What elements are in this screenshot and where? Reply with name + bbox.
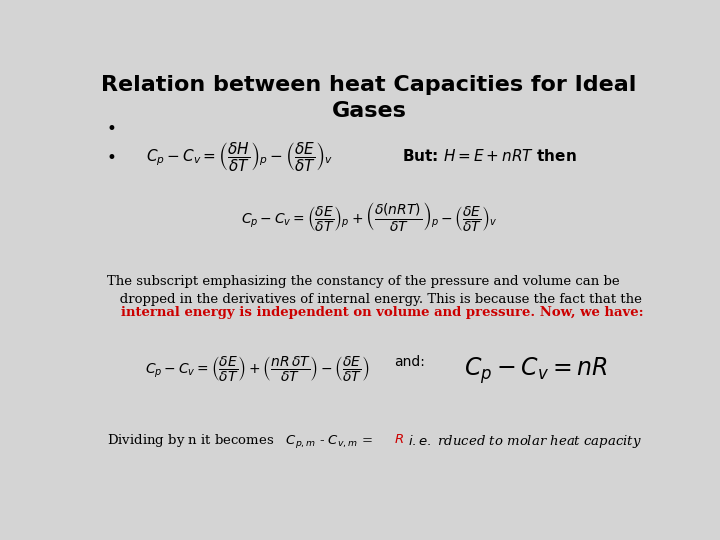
Text: internal energy is independent on volume and pressure. Now, we have:: internal energy is independent on volume… xyxy=(107,306,644,319)
Text: $C_p - C_v = \left(\dfrac{\delta E}{\delta T}\right)_p + \left(\dfrac{\delta (nR: $C_p - C_v = \left(\dfrac{\delta E}{\del… xyxy=(241,200,497,233)
Text: The subscript emphasizing the constancy of the pressure and volume can be
   dro: The subscript emphasizing the constancy … xyxy=(107,275,642,306)
Text: $R$: $R$ xyxy=(394,433,404,446)
Text: $i.e.$ rduced to molar heat capacity: $i.e.$ rduced to molar heat capacity xyxy=(408,433,642,450)
Text: Relation between heat Capacities for Ideal
Gases: Relation between heat Capacities for Ide… xyxy=(102,75,636,121)
Text: $C_p - C_v = \left(\dfrac{\delta E}{\delta T}\right) + \left(\dfrac{nR\,\delta T: $C_p - C_v = \left(\dfrac{\delta E}{\del… xyxy=(145,354,369,383)
Text: $C_p - C_v = \left(\dfrac{\delta H}{\delta T}\right)_p - \left(\dfrac{\delta E}{: $C_p - C_v = \left(\dfrac{\delta H}{\del… xyxy=(145,140,333,173)
Text: Dividing by n it becomes   $C_{p,m}$ - $C_{v,m}$ =: Dividing by n it becomes $C_{p,m}$ - $C_… xyxy=(107,433,374,451)
Text: $C_p - C_v = nR$: $C_p - C_v = nR$ xyxy=(464,355,608,386)
Text: •: • xyxy=(107,120,117,138)
Text: But: $H = E + nRT$ then: But: $H = E + nRT$ then xyxy=(402,148,577,164)
Text: and:: and: xyxy=(394,355,425,369)
Text: •: • xyxy=(107,150,117,167)
